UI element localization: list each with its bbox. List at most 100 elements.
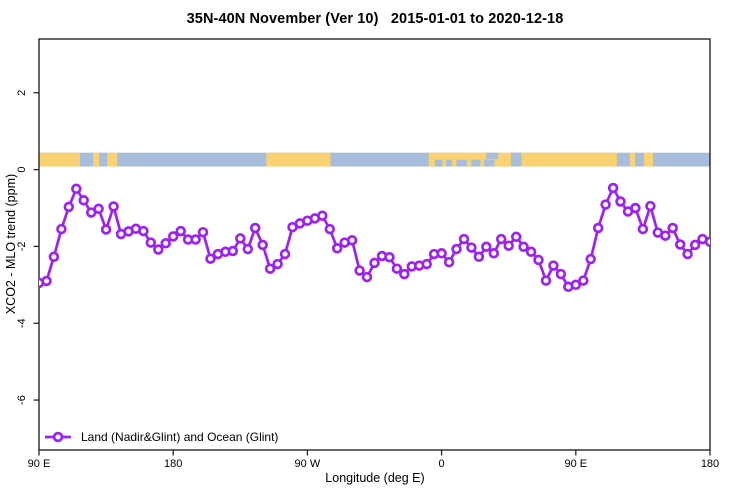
- data-point: [473, 251, 485, 263]
- data-point: [660, 230, 671, 241]
- data-point: [704, 236, 710, 248]
- data-point: [436, 248, 447, 259]
- ocean-patch: [446, 159, 453, 167]
- data-point: [63, 201, 75, 213]
- data-point: [540, 275, 552, 286]
- land-segment: [629, 152, 635, 167]
- data-point: [108, 201, 119, 212]
- y-tick-label: -4: [16, 318, 28, 328]
- data-point: [510, 231, 522, 243]
- data-point: [570, 279, 582, 291]
- data-point: [279, 248, 291, 260]
- data-point: [533, 254, 544, 266]
- land-segment: [266, 152, 331, 167]
- data-point: [645, 200, 656, 212]
- data-point: [548, 260, 559, 271]
- x-axis-label: Longitude (deg E): [325, 471, 425, 485]
- data-point: [41, 275, 52, 287]
- data-point: [138, 225, 149, 237]
- data-point: [667, 222, 678, 234]
- data-point: [578, 275, 589, 286]
- data-point: [443, 256, 455, 268]
- ocean-patch: [434, 159, 443, 167]
- ocean-patch: [471, 159, 481, 167]
- x-tick-label: 90 E: [28, 458, 51, 470]
- data-point: [235, 233, 246, 244]
- data-point: [630, 202, 641, 214]
- data-point: [391, 263, 403, 274]
- ocean-patch: [484, 159, 495, 167]
- data-point: [257, 239, 268, 251]
- data-point: [153, 244, 164, 255]
- land-segment: [93, 152, 100, 167]
- data-point: [503, 240, 514, 251]
- data-point: [100, 224, 112, 235]
- data-point: [331, 243, 343, 254]
- data-point: [674, 239, 686, 250]
- land-segment: [39, 152, 81, 167]
- data-point: [160, 238, 171, 249]
- data-point: [592, 222, 604, 234]
- data-point: [384, 251, 395, 263]
- x-tick-label: 180: [164, 458, 182, 470]
- data-point: [369, 257, 380, 269]
- data-point: [175, 225, 186, 237]
- data-point: [600, 199, 611, 210]
- data-point: [682, 248, 693, 260]
- land-segment: [643, 152, 654, 167]
- y-tick-label: 0: [16, 167, 28, 173]
- data-point: [585, 253, 596, 265]
- legend: Land (Nadir&Glint) and Ocean (Glint): [44, 429, 278, 444]
- data-point: [242, 243, 254, 255]
- legend-line-marker-icon: [45, 431, 71, 442]
- data-point: [361, 271, 373, 283]
- data-point: [205, 253, 216, 264]
- x-tick-label: 180: [701, 458, 719, 470]
- data-point: [71, 183, 82, 195]
- data-point: [264, 263, 276, 274]
- data-point: [525, 246, 537, 258]
- y-tick-label: -6: [16, 395, 28, 405]
- data-point: [518, 241, 529, 253]
- data-point: [93, 203, 104, 215]
- data-point: [249, 222, 261, 234]
- chart-title: 35N-40N November (Ver 10) 2015-01-01 to …: [186, 11, 564, 27]
- data-point: [451, 243, 462, 255]
- data-point: [56, 223, 67, 235]
- data-point: [272, 258, 283, 270]
- y-tick-label: 2: [16, 90, 28, 96]
- data-point: [421, 258, 432, 270]
- ocean-patch: [510, 152, 522, 167]
- data-point: [555, 268, 567, 280]
- data-point: [324, 223, 336, 235]
- data-point: [354, 265, 365, 276]
- data-point: [488, 248, 500, 259]
- data-point: [481, 241, 492, 253]
- data-point: [197, 226, 209, 238]
- data-point: [346, 235, 358, 246]
- y-axis-label: XCO2 - MLO trend (ppm): [4, 173, 18, 315]
- land-segment: [107, 152, 118, 167]
- x-tick-label: 90 E: [564, 458, 587, 470]
- data-point: [167, 231, 179, 242]
- data-point: [689, 239, 701, 251]
- data-point: [615, 196, 626, 207]
- legend-label: Land (Nadir&Glint) and Ocean (Glint): [81, 429, 279, 444]
- data-point: [495, 233, 507, 245]
- data-point: [48, 251, 60, 263]
- data-point: [190, 234, 201, 245]
- data-point: [458, 233, 470, 245]
- data-point: [145, 237, 157, 248]
- data-point: [317, 210, 328, 221]
- x-tick-label: 0: [439, 458, 445, 470]
- ocean-patch: [456, 159, 467, 167]
- data-point: [466, 242, 477, 253]
- plot-frame: [38, 38, 711, 451]
- ocean-patch: [486, 152, 499, 159]
- data-point: [78, 195, 89, 206]
- x-tick-label: 90 W: [295, 458, 321, 470]
- y-tick-label: -2: [16, 242, 28, 252]
- data-point: [399, 268, 410, 280]
